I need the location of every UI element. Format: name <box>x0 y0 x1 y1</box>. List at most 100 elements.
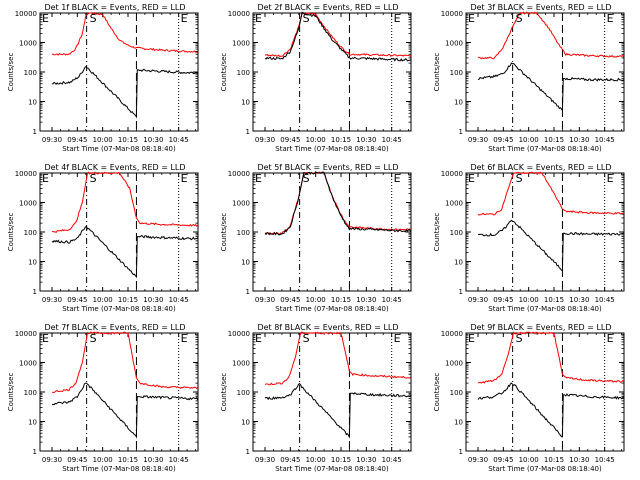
marker-e-right: E <box>607 172 614 185</box>
x-tick-label: 10:00 <box>93 456 113 464</box>
x-tick-label: 10:30 <box>143 456 163 464</box>
x-tick-label: 10:15 <box>544 296 564 304</box>
y-tick-label: 1000 <box>19 360 37 368</box>
x-axis-label: Start Time (07-Mar-08 08:18:40) <box>275 145 389 153</box>
marker-e-right: E <box>394 172 401 185</box>
plot-frame <box>465 172 625 292</box>
y-tick-label: 1 <box>33 288 37 296</box>
series-lld-line <box>264 331 411 386</box>
y-axis-label: Counts/sec <box>220 53 228 92</box>
x-axis-label: Start Time (07-Mar-08 08:18:40) <box>488 305 602 313</box>
x-tick-label: 10:00 <box>93 136 113 144</box>
marker-e-right: E <box>181 12 188 25</box>
series-lld-line <box>265 11 412 58</box>
x-tick-label: 10:30 <box>569 136 589 144</box>
x-tick-label: 10:45 <box>169 456 189 464</box>
y-tick-label: 10 <box>241 99 250 107</box>
x-tick-label: 10:15 <box>331 456 351 464</box>
x-tick-label: 09:30 <box>468 296 488 304</box>
series-lld-line <box>51 331 199 394</box>
x-tick-label: 09:30 <box>42 456 62 464</box>
x-axis-label: Start Time (07-Mar-08 08:18:40) <box>62 305 176 313</box>
panel-det-5: 1 10 100 1000 10000 09:30 09:45 10:00 10:15 10:30… <box>220 163 412 313</box>
series-events-line <box>51 226 199 279</box>
marker-s: S <box>303 332 310 345</box>
y-tick-label: 1000 <box>445 360 463 368</box>
panel-det-4: 1 10 100 1000 10000 09:30 09:45 10:00 10:15 10:30… <box>7 163 199 313</box>
y-tick-label: 10 <box>28 99 37 107</box>
x-tick-label: 10:45 <box>169 136 189 144</box>
x-tick-label: 10:15 <box>118 296 138 304</box>
y-tick-label: 1000 <box>232 200 250 208</box>
y-tick-label: 1 <box>246 128 250 136</box>
panel-title: Det 2f BLACK = Events, RED = LLD <box>257 3 398 12</box>
panel-title: Det 7f BLACK = Events, RED = LLD <box>44 323 185 332</box>
series-events-line <box>264 171 412 236</box>
x-tick-label: 09:45 <box>493 456 513 464</box>
marker-e-right: E <box>607 12 614 25</box>
series-lld-line <box>477 11 625 60</box>
x-tick-label: 10:15 <box>331 296 351 304</box>
marker-e-left: E <box>468 332 475 345</box>
marker-s: S <box>90 12 97 25</box>
panel-det-7: 1 10 100 1000 10000 09:30 09:45 10:00 10:15 10:30… <box>7 323 199 473</box>
x-tick-label: 10:30 <box>569 456 589 464</box>
y-tick-label: 10 <box>454 99 463 107</box>
y-tick-label: 100 <box>237 389 250 397</box>
x-tick-label: 09:30 <box>255 456 275 464</box>
marker-s: S <box>516 172 523 185</box>
x-tick-label: 09:45 <box>493 296 513 304</box>
y-tick-label: 1 <box>33 448 37 456</box>
x-tick-label: 10:45 <box>595 136 615 144</box>
plot-frame <box>39 332 199 452</box>
x-tick-label: 09:45 <box>493 136 513 144</box>
x-axis-label: Start Time (07-Mar-08 08:18:40) <box>62 465 176 473</box>
marker-e-right: E <box>394 332 401 345</box>
series-lld-line <box>477 171 624 216</box>
plot-frame <box>465 12 625 132</box>
y-tick-label: 1000 <box>19 200 37 208</box>
x-tick-label: 09:45 <box>280 456 300 464</box>
series-lld-line <box>264 171 411 235</box>
y-tick-label: 1 <box>33 128 37 136</box>
marker-e-right: E <box>181 172 188 185</box>
y-tick-label: 1000 <box>445 40 463 48</box>
y-tick-label: 100 <box>24 389 37 397</box>
x-tick-label: 10:30 <box>356 296 376 304</box>
y-axis-label: Counts/sec <box>433 213 441 252</box>
series-events-line <box>477 219 624 272</box>
x-tick-label: 09:30 <box>42 136 62 144</box>
y-tick-label: 1000 <box>19 40 37 48</box>
series-lld-line <box>51 11 198 56</box>
y-tick-label: 100 <box>450 389 463 397</box>
marker-s: S <box>90 332 97 345</box>
panel-det-6: 1 10 100 1000 10000 09:30 09:45 10:00 10:15 10:30… <box>433 163 625 313</box>
marker-e-left: E <box>42 172 49 185</box>
y-tick-label: 1 <box>459 288 463 296</box>
x-axis-label: Start Time (07-Mar-08 08:18:40) <box>488 145 602 153</box>
y-tick-label: 10000 <box>15 170 37 178</box>
marker-e-left: E <box>468 12 475 25</box>
x-tick-label: 10:15 <box>118 456 138 464</box>
x-tick-label: 09:45 <box>280 296 300 304</box>
y-tick-label: 100 <box>24 69 37 77</box>
x-tick-label: 09:45 <box>67 296 87 304</box>
y-tick-label: 10000 <box>441 330 463 338</box>
y-tick-label: 100 <box>237 229 250 237</box>
marker-s: S <box>516 12 523 25</box>
y-tick-label: 1 <box>459 128 463 136</box>
x-tick-label: 10:15 <box>544 456 564 464</box>
y-axis-label: Counts/sec <box>7 373 15 412</box>
panel-det-1: 1 10 100 1000 10000 09:30 09:45 10:00 10:15 10:30… <box>7 3 199 153</box>
x-tick-label: 09:30 <box>468 136 488 144</box>
y-tick-label: 1000 <box>232 360 250 368</box>
y-tick-label: 10000 <box>228 330 250 338</box>
panel-det-3: 1 10 100 1000 10000 09:30 09:45 10:00 10:15 10:30… <box>433 3 625 153</box>
panel-det-2: 1 10 100 1000 10000 09:30 09:45 10:00 10:15 10:30… <box>220 3 412 153</box>
x-tick-label: 10:45 <box>595 296 615 304</box>
y-tick-label: 100 <box>450 69 463 77</box>
y-tick-label: 1 <box>246 448 250 456</box>
marker-e-left: E <box>255 332 262 345</box>
x-tick-label: 10:45 <box>382 136 402 144</box>
y-tick-label: 10 <box>454 259 463 267</box>
